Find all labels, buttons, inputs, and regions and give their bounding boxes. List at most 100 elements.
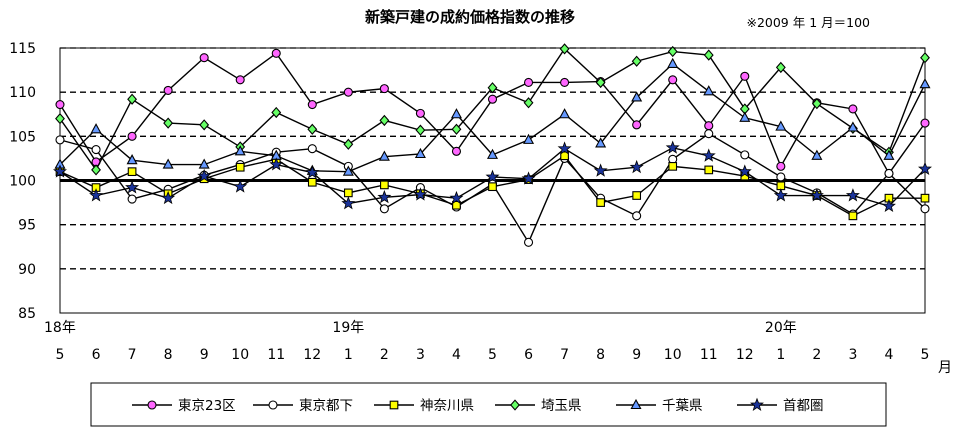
y-axis-ticks: 85 90 95 100 105 110 115	[9, 41, 36, 322]
data-point	[271, 48, 281, 58]
data-point	[703, 85, 715, 96]
x-tick-label: 10	[231, 347, 249, 363]
data-point	[198, 158, 210, 169]
data-point	[307, 99, 317, 110]
month-unit-label: 月	[938, 360, 952, 376]
data-point	[809, 188, 824, 202]
data-point	[487, 82, 498, 94]
data-point	[773, 188, 788, 202]
data-point	[199, 119, 210, 131]
x-tick-label: 6	[92, 347, 101, 363]
x-tick-label: 4	[452, 347, 461, 363]
chart-note: ※2009 年 1 月＝100	[746, 15, 870, 30]
y-tick-label: 115	[9, 41, 36, 57]
data-point	[234, 145, 246, 156]
data-point	[668, 75, 678, 85]
data-point	[560, 151, 569, 161]
x-tick-label: 3	[848, 347, 857, 363]
chart-title: 新築戸建の成約価格指数の推移	[365, 8, 575, 26]
data-point	[523, 133, 535, 144]
data-point	[89, 188, 104, 202]
data-point	[704, 129, 714, 139]
data-point	[307, 177, 317, 187]
data-point	[740, 150, 750, 160]
data-point	[631, 91, 643, 102]
data-point	[523, 77, 534, 87]
data-point	[559, 108, 571, 119]
data-point	[341, 196, 356, 210]
data-point	[269, 157, 284, 171]
data-point	[307, 144, 317, 154]
data-point	[452, 200, 461, 210]
series-5	[54, 57, 931, 176]
data-point	[629, 159, 644, 174]
data-point	[775, 61, 786, 74]
x-tick-label: 1	[344, 347, 353, 363]
data-point	[740, 71, 750, 81]
data-point	[593, 163, 608, 177]
legend-item: 埼玉県	[495, 398, 582, 414]
data-point	[665, 140, 680, 154]
data-point	[523, 237, 534, 247]
data-point	[847, 121, 859, 132]
x-tick-label: 9	[632, 347, 641, 363]
x-tick-label: 7	[560, 347, 569, 363]
data-point	[485, 169, 500, 183]
x-tick-label: 4	[884, 347, 893, 363]
x-tick-label: 3	[416, 347, 425, 363]
data-point	[127, 93, 138, 105]
legend-marker	[630, 398, 642, 410]
data-point	[233, 179, 248, 193]
data-point	[91, 145, 101, 155]
data-point	[199, 53, 209, 63]
data-point	[415, 108, 425, 118]
data-point	[521, 171, 536, 185]
x-tick-label: 8	[596, 347, 605, 363]
legend-marker	[147, 400, 157, 410]
legend-label: 千葉県	[662, 398, 703, 414]
data-point	[632, 120, 642, 130]
data-point	[667, 57, 679, 68]
data-point	[668, 162, 678, 171]
y-tick-label: 95	[18, 218, 36, 234]
legend-label: 首都圏	[783, 398, 824, 414]
y-tick-label: 105	[9, 129, 36, 145]
x-tick-label: 9	[200, 347, 209, 363]
data-point	[667, 45, 678, 58]
data-point	[560, 77, 570, 87]
data-point	[811, 98, 822, 110]
data-point	[305, 165, 320, 179]
data-point	[449, 190, 464, 205]
data-point	[881, 198, 896, 213]
legend-item: 千葉県	[616, 398, 703, 414]
data-point	[235, 75, 245, 85]
year-label: 18年	[44, 320, 76, 336]
data-point	[125, 180, 140, 194]
data-point	[632, 191, 642, 200]
data-point	[377, 189, 392, 204]
x-tick-label: 8	[164, 347, 173, 363]
data-point	[379, 114, 390, 127]
data-point	[596, 198, 605, 207]
y-tick-label: 85	[18, 306, 36, 322]
x-tick-label: 2	[812, 347, 821, 363]
data-point	[343, 138, 354, 150]
data-point	[919, 78, 931, 89]
data-point	[776, 161, 786, 171]
data-point	[55, 99, 65, 110]
data-point	[126, 154, 138, 165]
data-point	[631, 55, 642, 67]
data-point	[163, 85, 173, 95]
x-tick-label: 1	[776, 347, 785, 363]
data-point	[737, 164, 752, 178]
data-point	[811, 149, 823, 160]
data-point	[91, 164, 101, 176]
data-point	[451, 123, 462, 135]
x-tick-label: 5	[56, 347, 65, 363]
x-tick-label: 7	[128, 347, 137, 363]
data-point	[848, 211, 858, 221]
x-tick-label: 5	[488, 347, 497, 363]
legend: 東京23区 東京都下 神奈川県 埼玉県 千葉県 首都圏	[132, 397, 824, 414]
